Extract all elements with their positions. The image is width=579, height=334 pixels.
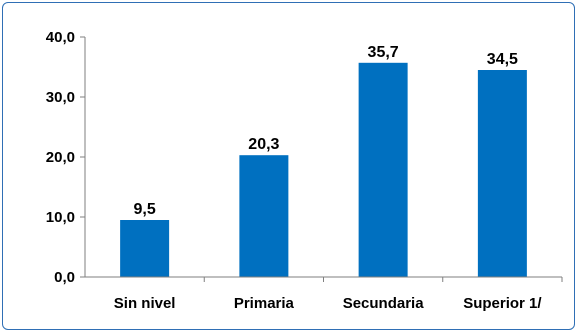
y-tick-label: 30,0	[46, 89, 75, 106]
data-labels: 9,5 20,3 35,7 34,5	[134, 44, 519, 218]
category-label: Sin nivel	[114, 295, 176, 312]
bar	[120, 220, 170, 277]
x-axis-labels: Sin nivel Primaria Secundaria Superior 1/	[114, 295, 543, 312]
bars	[120, 62, 527, 277]
category-label: Secundaria	[343, 295, 425, 312]
bar-value-label: 20,3	[248, 136, 279, 153]
y-tick-label: 10,0	[46, 209, 75, 226]
y-tick-label: 0,0	[54, 269, 75, 286]
category-label: Superior 1/	[463, 295, 542, 312]
y-axis-ticks: 0,0 10,0 20,0 30,0 40,0	[46, 29, 563, 286]
bar-value-label: 35,7	[368, 44, 399, 61]
bar	[477, 70, 527, 277]
bar-value-label: 34,5	[487, 51, 518, 68]
y-tick-label: 20,0	[46, 149, 75, 166]
category-label: Primaria	[234, 295, 295, 312]
bar	[358, 62, 408, 277]
bar	[239, 155, 289, 277]
y-tick-label: 40,0	[46, 29, 75, 46]
bar-value-label: 9,5	[134, 201, 156, 218]
